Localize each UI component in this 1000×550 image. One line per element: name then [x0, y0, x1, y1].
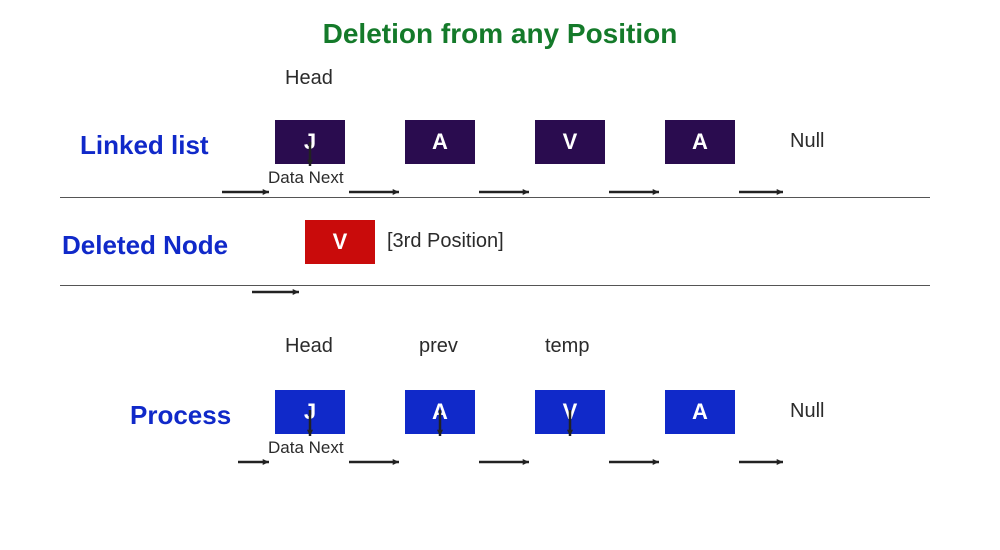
diagram-title: Deletion from any Position [0, 0, 1000, 50]
arrows-layer [0, 50, 1000, 550]
